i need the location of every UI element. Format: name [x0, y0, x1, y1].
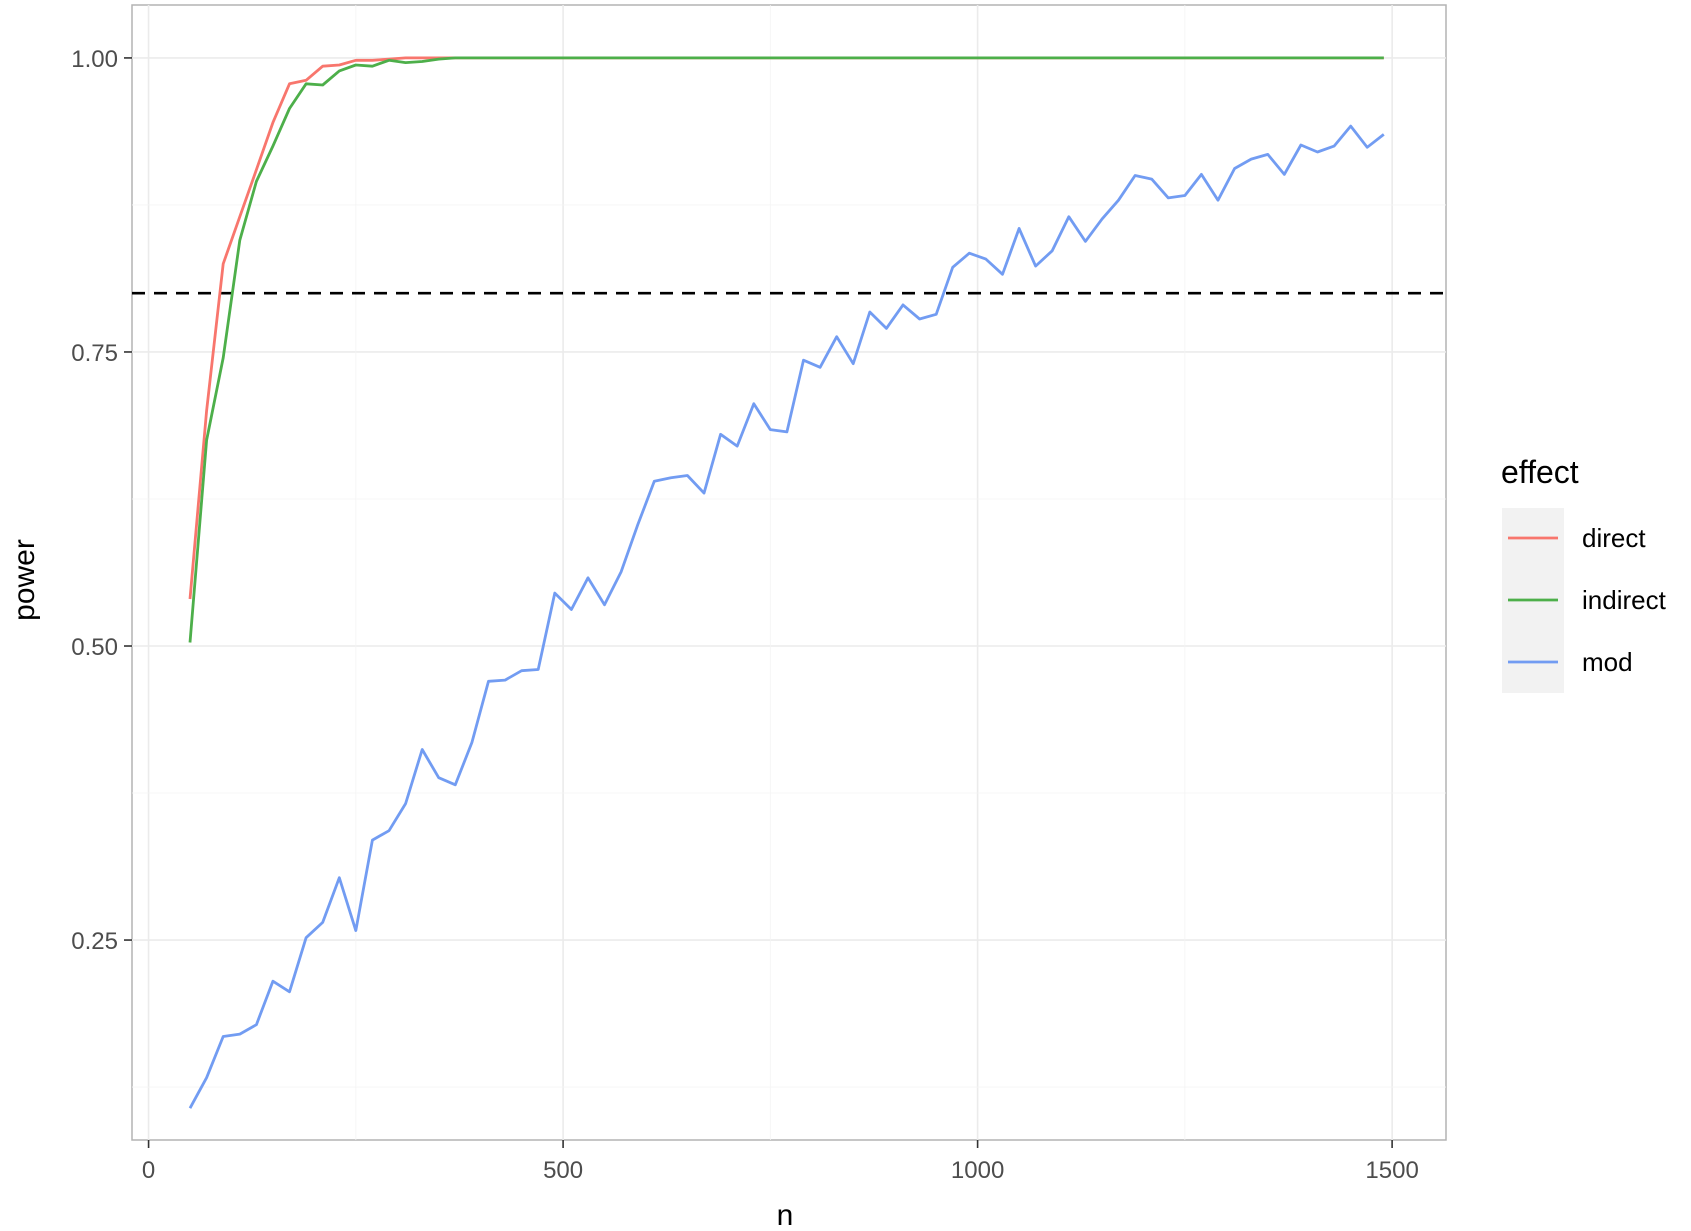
series-lines: [188, 56, 1385, 1109]
x-tick-label: 1500: [1365, 1157, 1418, 1184]
x-axis-title: n: [777, 1199, 794, 1231]
plot-panel: [131, 4, 1447, 1141]
y-tick-label: 1.00: [71, 46, 118, 73]
legend-label-indirect: indirect: [1582, 585, 1667, 615]
y-axis-title: power: [8, 539, 41, 621]
legend-label-mod: mod: [1582, 647, 1633, 677]
series-line-indirect: [188, 56, 1384, 643]
legend-label-direct: direct: [1582, 523, 1646, 553]
axes: 0 500 1000 1500 0.25 0.50 0.75 1.00: [71, 46, 1419, 1184]
y-tick-label: 0.25: [71, 928, 118, 955]
x-tick-label: 0: [142, 1157, 155, 1184]
x-tick-label: 500: [543, 1157, 583, 1184]
legend: effect direct indirect mod: [1501, 454, 1667, 693]
major-grid: [132, 5, 1446, 1140]
y-tick-label: 0.75: [71, 340, 118, 367]
legend-title: effect: [1501, 454, 1579, 490]
series-line-mod: [188, 124, 1385, 1109]
y-tick-label: 0.50: [71, 634, 118, 661]
x-tick-label: 1000: [951, 1157, 1004, 1184]
